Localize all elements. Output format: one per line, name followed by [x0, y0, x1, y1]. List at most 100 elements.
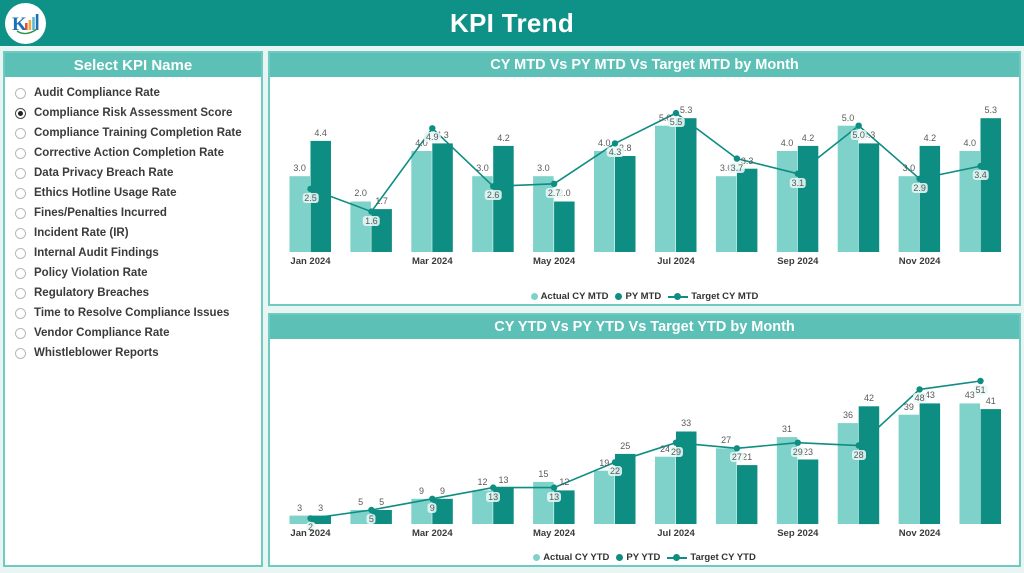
bar-py-mtd[interactable]: [432, 143, 453, 252]
legend-item[interactable]: PY YTD: [616, 552, 660, 563]
bar-actual-cy-mtd[interactable]: [350, 201, 371, 253]
bar-actual-cy-ytd[interactable]: [776, 437, 798, 524]
chart-plot-ytd[interactable]: 3 5 9 12 15 19 24 27 31 36 39 43 3 5 9 13 12 25 33 21 23 42 43…: [270, 339, 1019, 565]
kpi-list-item[interactable]: Compliance Risk Assessment Score: [15, 103, 261, 123]
target-line-marker[interactable]: [429, 495, 436, 502]
radio-button-icon[interactable]: [15, 167, 26, 179]
bar-py-mtd[interactable]: [554, 201, 575, 253]
kpi-list-item[interactable]: Audit Compliance Rate: [15, 83, 261, 103]
radio-button-icon[interactable]: [15, 247, 26, 259]
bar-actual-cy-ytd[interactable]: [350, 510, 371, 524]
target-line-marker[interactable]: [977, 162, 984, 170]
target-line-marker[interactable]: [672, 109, 680, 117]
legend-item[interactable]: Actual CY YTD: [533, 552, 609, 563]
bar-actual-cy-ytd[interactable]: [898, 414, 920, 524]
bar-py-mtd[interactable]: [919, 145, 941, 252]
bar-py-mtd[interactable]: [797, 145, 819, 252]
bar-py-mtd[interactable]: [493, 145, 514, 252]
kpi-list-item[interactable]: Fines/Penalties Incurred: [15, 203, 261, 223]
bar-actual-cy-mtd[interactable]: [837, 125, 859, 252]
target-line-marker[interactable]: [550, 180, 558, 187]
target-line-marker[interactable]: [855, 442, 862, 449]
bar-actual-cy-ytd[interactable]: [594, 470, 615, 524]
target-line-marker[interactable]: [490, 484, 497, 491]
radio-button-icon[interactable]: [15, 127, 26, 139]
kpi-list-item[interactable]: Incident Rate (IR): [15, 223, 261, 243]
bar-py-mtd[interactable]: [676, 118, 697, 252]
bar-py-ytd[interactable]: [919, 403, 941, 524]
legend-item[interactable]: Actual CY MTD: [530, 291, 608, 302]
bar-actual-cy-mtd[interactable]: [472, 176, 493, 252]
kpi-list-item[interactable]: Whistleblower Reports: [15, 343, 261, 363]
target-line-marker[interactable]: [916, 386, 923, 393]
radio-button-icon[interactable]: [15, 107, 26, 119]
radio-button-icon[interactable]: [15, 207, 26, 219]
bar-py-mtd[interactable]: [615, 156, 636, 252]
target-line-marker[interactable]: [794, 170, 801, 177]
bar-py-ytd[interactable]: [980, 409, 1002, 524]
target-line-marker[interactable]: [368, 506, 375, 514]
bar-py-ytd[interactable]: [676, 431, 697, 525]
radio-button-icon[interactable]: [15, 227, 26, 239]
target-line-marker[interactable]: [368, 208, 375, 215]
legend-item[interactable]: Target CY YTD: [667, 552, 756, 563]
target-line-marker[interactable]: [307, 185, 314, 193]
bar-actual-cy-ytd[interactable]: [837, 423, 859, 524]
kpi-list-item[interactable]: Ethics Hotline Usage Rate: [15, 183, 261, 203]
bar-actual-cy-mtd[interactable]: [289, 176, 311, 252]
bar-actual-cy-mtd[interactable]: [898, 176, 920, 252]
target-line-marker[interactable]: [977, 377, 984, 385]
bar-actual-cy-mtd[interactable]: [776, 151, 798, 252]
bar-py-mtd[interactable]: [736, 168, 758, 252]
kpi-list-item[interactable]: Compliance Training Completion Rate: [15, 123, 261, 143]
bar-actual-cy-ytd[interactable]: [655, 456, 676, 524]
bar-py-ytd[interactable]: [858, 406, 880, 525]
kpi-list-item[interactable]: Corrective Action Completion Rate: [15, 143, 261, 163]
bar-actual-cy-mtd[interactable]: [594, 151, 615, 252]
kpi-list-item[interactable]: Internal Audit Findings: [15, 243, 261, 263]
target-line-marker[interactable]: [916, 175, 923, 182]
bar-actual-cy-ytd[interactable]: [959, 403, 981, 524]
radio-button-icon[interactable]: [15, 87, 26, 99]
target-line-marker[interactable]: [550, 484, 558, 491]
kpi-list-item[interactable]: Data Privacy Breach Rate: [15, 163, 261, 183]
chart-plot-mtd[interactable]: 3.0 2.0 4.0 3.0 3.0 4.0 5.0 3.0 4.0 5.0 3.0 4.0 4.4 1…: [270, 77, 1019, 304]
radio-button-icon[interactable]: [15, 267, 26, 279]
bar-py-ytd[interactable]: [310, 515, 332, 524]
legend-item[interactable]: PY MTD: [615, 291, 661, 302]
bar-py-ytd[interactable]: [736, 465, 758, 524]
kpi-list-item[interactable]: Vendor Compliance Rate: [15, 323, 261, 343]
radio-button-icon[interactable]: [15, 147, 26, 159]
target-line-marker[interactable]: [672, 439, 680, 446]
radio-button-icon[interactable]: [15, 287, 26, 299]
bar-py-mtd[interactable]: [858, 143, 880, 252]
kpi-list-item[interactable]: Regulatory Breaches: [15, 283, 261, 303]
bar-actual-cy-ytd[interactable]: [289, 515, 311, 524]
target-line-marker[interactable]: [733, 445, 741, 452]
radio-button-icon[interactable]: [15, 307, 26, 319]
bar-py-mtd[interactable]: [310, 140, 332, 252]
radio-button-icon[interactable]: [15, 347, 26, 359]
target-line-marker[interactable]: [429, 125, 436, 132]
radio-button-icon[interactable]: [15, 187, 26, 199]
target-line-marker[interactable]: [490, 183, 497, 190]
target-line-marker[interactable]: [855, 122, 862, 129]
radio-button-icon[interactable]: [15, 327, 26, 339]
bar-actual-cy-mtd[interactable]: [715, 176, 737, 252]
bar-py-ytd[interactable]: [797, 459, 819, 525]
kpi-list-item[interactable]: Policy Violation Rate: [15, 263, 261, 283]
target-line-marker[interactable]: [611, 459, 619, 466]
target-line-marker[interactable]: [611, 140, 619, 147]
bar-py-mtd[interactable]: [980, 118, 1002, 252]
bar-py-ytd[interactable]: [615, 453, 636, 524]
legend-item[interactable]: Target CY MTD: [668, 291, 758, 302]
bar-actual-cy-ytd[interactable]: [715, 448, 737, 524]
target-line-marker[interactable]: [794, 439, 801, 446]
bar-actual-cy-mtd[interactable]: [655, 125, 676, 252]
bar-actual-cy-ytd[interactable]: [411, 498, 432, 524]
bar-py-ytd[interactable]: [371, 510, 392, 524]
kpi-list-item[interactable]: Time to Resolve Compliance Issues: [15, 303, 261, 323]
bar-py-ytd[interactable]: [432, 498, 453, 524]
target-line-marker[interactable]: [733, 155, 741, 162]
bar-actual-cy-mtd[interactable]: [411, 151, 432, 252]
